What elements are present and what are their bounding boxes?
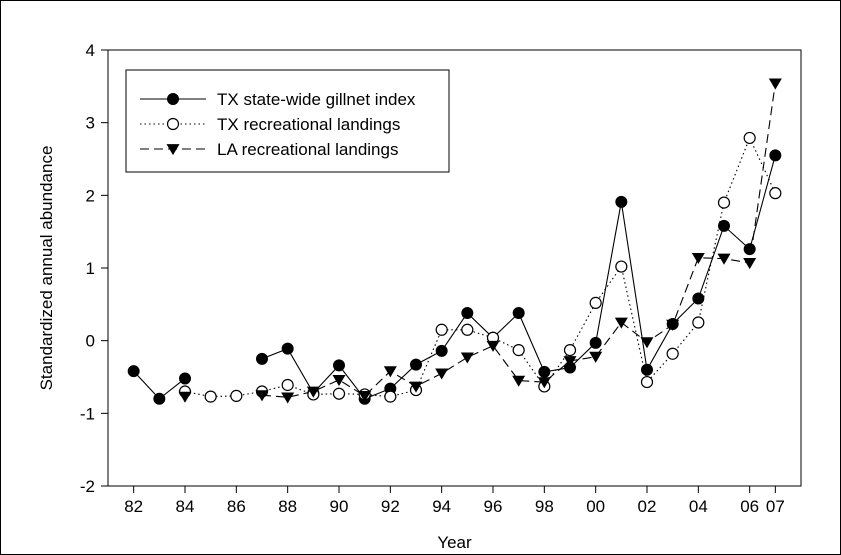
data-point-series-1 [769, 149, 782, 162]
data-point-series-2 [384, 390, 397, 403]
x-tick-label: 06 [740, 497, 759, 516]
series-line-2 [184, 136, 776, 398]
data-point-series-1 [179, 372, 191, 385]
y-tick-label: -2 [80, 477, 95, 496]
data-point-series-2 [692, 316, 705, 329]
data-point-series-1 [410, 358, 422, 371]
x-tick-label: 07 [766, 497, 785, 516]
data-point-series-3 [358, 391, 372, 403]
data-point-series-3 [640, 337, 654, 349]
data-point-series-1 [435, 344, 448, 357]
data-point-series-3 [409, 381, 423, 393]
data-point-series-2 [615, 260, 628, 273]
data-point-series-3 [486, 340, 500, 352]
data-point-series-1 [615, 195, 628, 208]
legend-samples [140, 93, 206, 156]
data-point-series-2 [666, 347, 679, 360]
legend-label-la-recreational: LA recreational landings [217, 140, 398, 159]
axis-ticks: 82 84 86 88 90 92 94 96 98 00 02 04 06 07 -2 -1 0 1 2 3 4 [80, 41, 785, 516]
data-point-series-1 [281, 342, 294, 355]
data-point-series-3 [691, 252, 705, 265]
data-point-series-3 [717, 253, 731, 265]
data-point-series-2 [230, 389, 243, 402]
data-point-series-3 [306, 386, 320, 398]
data-point-series-1 [333, 359, 345, 372]
data-point-series-2 [204, 390, 217, 403]
data-point-series-1 [641, 363, 653, 376]
data-point-series-3 [383, 366, 397, 378]
data-point-series-3 [666, 319, 680, 331]
data-point-series-3 [281, 392, 295, 404]
x-tick-label: 94 [432, 497, 451, 516]
x-tick-label: 86 [227, 497, 246, 516]
x-tick-label: 96 [484, 497, 503, 516]
legend-box [125, 69, 450, 173]
data-point-series-2 [769, 187, 782, 200]
data-point-series-3 [255, 390, 269, 402]
data-point-series-1 [256, 352, 268, 365]
x-tick-label: 90 [330, 497, 349, 516]
data-point-series-2 [640, 375, 654, 389]
x-axis-title: Year [437, 533, 472, 552]
x-tick-label: 92 [381, 497, 400, 516]
y-tick-label: 0 [86, 332, 95, 351]
data-point-series-1 [512, 307, 525, 320]
y-tick-label: 2 [86, 186, 95, 205]
data-point-series-3 [332, 375, 346, 387]
data-point-series-2 [512, 344, 525, 357]
y-axis-title: Standardized annual abundance [37, 146, 56, 391]
data-point-series-2 [563, 344, 577, 357]
data-point-series-1 [743, 243, 756, 256]
data-point-series-2 [281, 378, 294, 392]
legend-marker-sample [167, 93, 179, 105]
x-tick-label: 88 [278, 497, 297, 516]
x-tick-label: 00 [586, 497, 605, 516]
data-point-series-3 [435, 368, 449, 380]
series-line-3 [261, 83, 776, 398]
legend-label-tx-recreational: TX recreational landings [217, 115, 400, 134]
series-layer [127, 78, 782, 405]
data-point-series-1 [589, 336, 602, 349]
data-point-series-1 [127, 365, 140, 378]
data-point-series-2 [332, 387, 346, 400]
y-tick-label: 4 [86, 41, 95, 60]
data-point-series-1 [461, 307, 474, 320]
data-point-series-2 [435, 323, 448, 336]
y-tick-label: -1 [80, 404, 95, 423]
x-tick-label: 98 [535, 497, 554, 516]
y-tick-label: 3 [86, 114, 95, 133]
data-point-series-3 [512, 375, 526, 387]
data-point-series-1 [692, 292, 705, 305]
legend-marker-sample [166, 144, 180, 156]
x-tick-label: 04 [689, 497, 708, 516]
data-point-series-1 [538, 365, 551, 378]
data-point-series-1 [718, 219, 730, 232]
data-point-series-3 [563, 356, 577, 368]
data-point-series-2 [589, 296, 602, 309]
data-point-series-1 [153, 392, 166, 405]
data-point-series-3 [768, 78, 782, 90]
data-point-series-3 [614, 317, 628, 329]
x-tick-label: 84 [176, 497, 195, 516]
data-point-series-3 [743, 258, 757, 270]
data-point-series-3 [589, 351, 603, 363]
y-tick-label: 1 [86, 259, 95, 278]
x-tick-label: 82 [124, 497, 143, 516]
data-point-series-3 [460, 352, 474, 364]
data-point-series-3 [178, 391, 192, 403]
legend: TX state-wide gillnet index TX recreatio… [125, 69, 450, 173]
x-tick-label: 02 [638, 497, 657, 516]
data-point-series-3 [537, 377, 551, 389]
legend-label-tx-gillnet: TX state-wide gillnet index [217, 90, 416, 109]
legend-marker-sample [166, 117, 180, 131]
data-point-series-2 [461, 323, 474, 336]
data-point-series-2 [743, 131, 756, 145]
data-point-series-2 [717, 196, 731, 209]
